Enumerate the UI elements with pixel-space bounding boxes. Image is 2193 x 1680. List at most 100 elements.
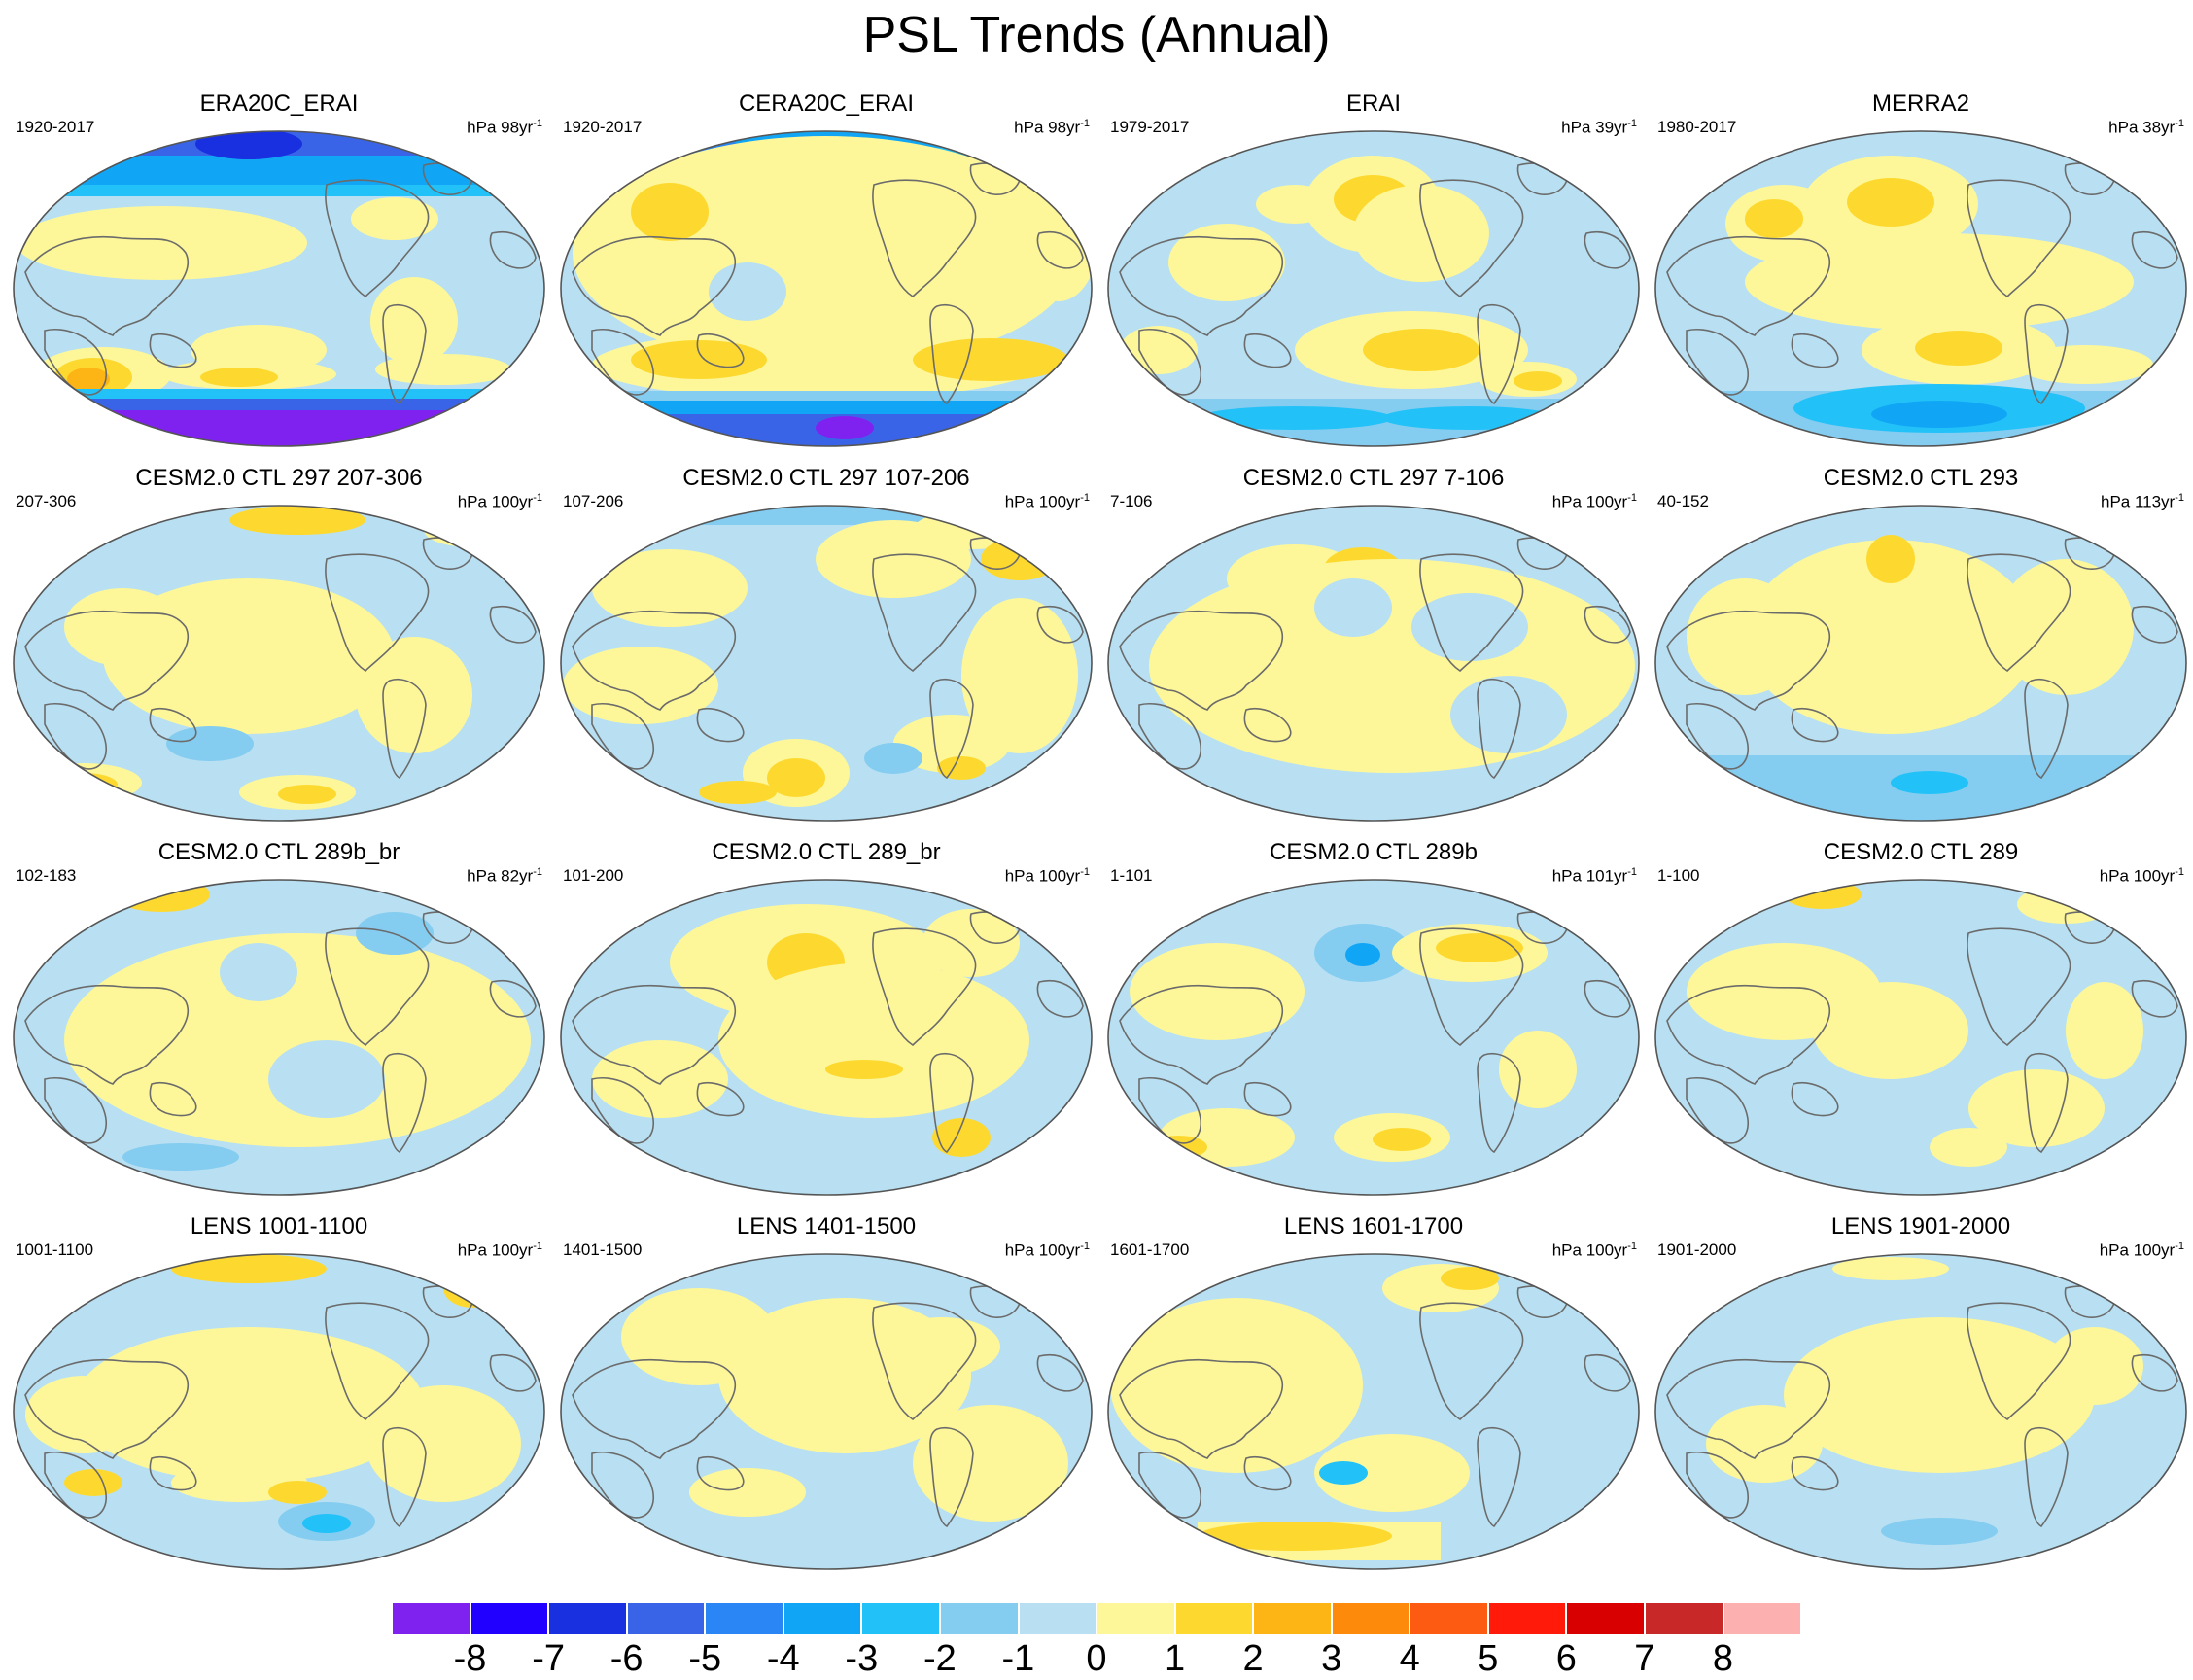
- contour-region: [1813, 982, 1968, 1079]
- color-scale-swatch: [548, 1602, 627, 1635]
- coastline: [24, 1358, 189, 1459]
- map-panel: CESM2.0 CTL 289 1-100 hPa 100yr-1: [1648, 838, 2193, 1203]
- coastline: [1477, 679, 1521, 780]
- color-scale-swatch: [1018, 1602, 1097, 1635]
- panel-title: CESM2.0 CTL 289: [1823, 839, 2019, 865]
- coastline: [489, 1354, 537, 1392]
- panel-title: CESM2.0 CTL 297 107-206: [682, 465, 970, 491]
- map-outline: [560, 505, 1093, 822]
- panel-period: 1601-1700: [1110, 1241, 1190, 1259]
- contour-region: [356, 637, 472, 753]
- contour-region: [302, 1514, 351, 1533]
- contour-region: [14, 185, 544, 196]
- color-scale-tick-label: 4: [1399, 1638, 1420, 1679]
- coastline: [1138, 1452, 1202, 1519]
- contour-region: [1499, 1031, 1577, 1108]
- panel-period: 7-106: [1110, 492, 1153, 510]
- coastline: [325, 1302, 430, 1421]
- coastline: [572, 1358, 736, 1459]
- contour-region: [699, 781, 777, 804]
- map-outline: [1654, 130, 2187, 447]
- coastline: [24, 610, 189, 711]
- map-panel: CESM2.0 CTL 297 207-306 207-306 hPa 100yr-…: [6, 464, 552, 828]
- coastline: [1419, 1302, 1524, 1421]
- coastline: [1967, 553, 2071, 673]
- contour-region: [1930, 1128, 2007, 1167]
- contour-region: [16, 206, 307, 280]
- color-scale-swatch: [783, 1602, 862, 1635]
- panel-units: hPa 100yr-1: [2099, 866, 2184, 886]
- color-scale-bar: [392, 1602, 1802, 1635]
- coastline: [1666, 1358, 1830, 1459]
- color-scale-swatch: [392, 1602, 470, 1635]
- coastline: [44, 329, 108, 396]
- coastline: [382, 1427, 427, 1528]
- map-outline: [1654, 1253, 2187, 1570]
- map-panel: LENS 1001-1100 1001-1100 hPa 100yr-1: [6, 1212, 552, 1577]
- color-scale-tick-label: -2: [922, 1638, 957, 1679]
- contour-region: [922, 909, 1020, 977]
- coastline: [591, 703, 655, 770]
- contour-region: [1411, 593, 1528, 661]
- world-map: [560, 1253, 1093, 1570]
- panel-units: hPa 100yr-1: [1551, 492, 1637, 511]
- world-map: [560, 130, 1093, 447]
- contour-region: [166, 726, 254, 761]
- map-outline: [1654, 879, 2187, 1196]
- panel-title: CESM2.0 CTL 293: [1823, 465, 2019, 491]
- color-scale-tick-label: -1: [1001, 1638, 1035, 1679]
- map-outline: [13, 130, 545, 447]
- coastline: [1791, 333, 1839, 368]
- world-map: [1654, 879, 2187, 1196]
- world-map: [13, 879, 545, 1196]
- panel-title: CESM2.0 CTL 289_br: [712, 839, 941, 865]
- contour-region: [1382, 406, 1557, 430]
- coastline: [1791, 708, 1839, 743]
- coastline: [929, 1053, 974, 1154]
- coastline: [1686, 1077, 1750, 1144]
- panel-units: hPa 100yr-1: [2099, 1241, 2184, 1260]
- coastline: [44, 703, 108, 770]
- coastline: [1138, 703, 1202, 770]
- color-scale-tick-label: 5: [1478, 1638, 1499, 1679]
- contour-region: [1363, 329, 1479, 371]
- contour-region: [1441, 1267, 1499, 1290]
- color-scale-swatch: [1253, 1602, 1332, 1635]
- coastline: [696, 708, 745, 743]
- coastline: [1666, 610, 1830, 711]
- coastline: [2131, 231, 2178, 269]
- contour-region: [1784, 880, 1862, 909]
- contour-region: [1832, 1257, 1949, 1280]
- panel-units: hPa 100yr-1: [1004, 492, 1090, 511]
- map-outline: [1107, 505, 1640, 822]
- coastline: [382, 1053, 427, 1154]
- map-panel: LENS 1901-2000 1901-2000 hPa 100yr-1: [1648, 1212, 2193, 1577]
- contour-region: [1871, 401, 2007, 428]
- panel-period: 1401-1500: [563, 1241, 643, 1259]
- panel-units: hPa 100yr-1: [457, 1241, 542, 1260]
- contour-region: [689, 1468, 806, 1517]
- world-map: [13, 130, 545, 447]
- contour-region: [1168, 224, 1285, 301]
- coastline: [1686, 703, 1750, 770]
- color-scale-swatch: [470, 1602, 549, 1635]
- coastline: [872, 928, 977, 1047]
- map-panel: CESM2.0 CTL 297 107-206 107-206 hPa 100yr-…: [553, 464, 1099, 828]
- map-outline: [560, 130, 1093, 447]
- coastline: [1686, 329, 1750, 396]
- coastline: [1036, 1354, 1084, 1392]
- contour-region: [561, 401, 1092, 414]
- coastline: [1138, 1077, 1202, 1144]
- contour-region: [631, 340, 767, 379]
- coastline: [24, 235, 189, 336]
- color-scale-tick-label: 1: [1164, 1638, 1186, 1679]
- panel-units: hPa 100yr-1: [1004, 866, 1090, 886]
- contour-region: [1514, 371, 1562, 391]
- coastline: [2024, 304, 2069, 405]
- contour-region: [1706, 1405, 1823, 1483]
- coastline: [1243, 1082, 1292, 1117]
- contour-region: [375, 354, 511, 385]
- contour-region: [14, 399, 544, 410]
- world-map: [1107, 130, 1640, 447]
- coastline: [1584, 231, 1631, 269]
